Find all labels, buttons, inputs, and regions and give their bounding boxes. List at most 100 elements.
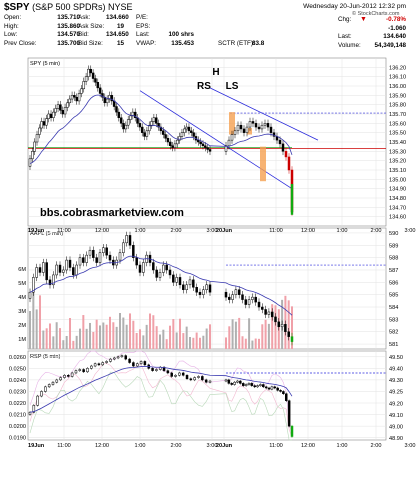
- candle: [63, 375, 66, 378]
- candle: [284, 324, 287, 332]
- volume-bar: [274, 305, 277, 349]
- volume-bar: [45, 328, 48, 349]
- quote-label: High:: [4, 22, 19, 30]
- y-tick-label: 136.00: [389, 84, 406, 90]
- candle: [122, 242, 125, 253]
- x-tick-label: 1:00: [337, 228, 348, 234]
- volume-bar: [109, 316, 111, 349]
- candle: [95, 257, 98, 263]
- candle: [261, 306, 264, 310]
- candle: [247, 383, 251, 385]
- symbol: $SPY: [4, 2, 30, 13]
- volume-bar: [82, 315, 85, 349]
- candle: [253, 385, 256, 388]
- candle: [75, 264, 78, 276]
- candle: [118, 252, 122, 261]
- candle: [274, 316, 277, 323]
- y-tick-label: 586: [389, 280, 398, 286]
- y-tick-label-right: 49.10: [389, 413, 403, 419]
- candle: [188, 279, 192, 286]
- y-tick-label: 135.70: [389, 112, 406, 118]
- y-tick-label: 0.0220: [9, 401, 26, 407]
- y-tick-label: 134.80: [389, 196, 406, 202]
- volume-bar: [258, 338, 260, 349]
- x-tick-label: 2:00: [171, 228, 182, 234]
- right-quote-value: 54,349,148: [374, 41, 406, 49]
- moving-average-line: [29, 255, 293, 316]
- volume-bar: [115, 326, 118, 349]
- candle: [208, 284, 212, 293]
- candle: [224, 145, 228, 152]
- y-tick-label-right: 48.90: [389, 436, 403, 442]
- candle: [93, 363, 97, 367]
- candle: [132, 245, 135, 258]
- y-tick-label: 134.90: [389, 187, 406, 193]
- candle: [262, 384, 265, 388]
- moving-average-line: [29, 94, 293, 164]
- candle: [70, 372, 74, 377]
- candle: [245, 126, 249, 133]
- y-tick-label: 135.50: [389, 131, 406, 137]
- quote-label: P/E:: [136, 14, 148, 21]
- candle: [108, 254, 112, 261]
- y-tick-label: 585: [389, 293, 398, 299]
- volume-bar: [35, 309, 38, 349]
- volume-bar: [241, 336, 244, 349]
- volume-bar: [192, 337, 195, 349]
- candle: [87, 68, 90, 77]
- candle: [155, 369, 158, 371]
- candle: [70, 95, 74, 100]
- volume-bar: [225, 337, 227, 349]
- candle: [59, 377, 62, 381]
- volume-bar: [105, 324, 108, 349]
- candle: [170, 372, 173, 377]
- candle: [45, 262, 48, 281]
- volume-bar: [52, 336, 55, 349]
- candle: [124, 355, 127, 360]
- candle: [40, 121, 43, 129]
- y-tick-label: 136.20: [389, 65, 406, 71]
- candle: [185, 375, 189, 379]
- candle: [85, 254, 88, 263]
- candle: [260, 124, 264, 130]
- y-tick-label: 583: [389, 317, 398, 323]
- candle: [55, 264, 58, 276]
- y-tick-label: 134.60: [389, 215, 406, 221]
- candle: [242, 128, 246, 133]
- candle: [28, 291, 32, 299]
- candle: [199, 141, 202, 145]
- candle: [116, 356, 120, 359]
- volume-bar: [195, 332, 198, 349]
- candle: [272, 132, 276, 137]
- volume-bar: [119, 313, 121, 349]
- candle: [143, 132, 146, 137]
- highlight-box: [260, 146, 266, 182]
- candle: [227, 379, 231, 384]
- candle: [228, 296, 231, 300]
- candle: [140, 126, 144, 133]
- y-tick-label: 135.20: [389, 159, 406, 165]
- candle: [92, 249, 95, 258]
- candle: [82, 81, 86, 90]
- candle: [197, 376, 200, 378]
- volume-bar: [89, 322, 91, 349]
- stockcharts-logo: © StockCharts.com: [352, 11, 400, 17]
- highlight-box: [247, 128, 252, 135]
- candle: [168, 269, 172, 276]
- candle: [80, 88, 83, 94]
- candle: [72, 267, 75, 276]
- volume-bar: [189, 337, 191, 349]
- candle: [74, 370, 78, 374]
- candle: [97, 363, 101, 366]
- candle: [101, 362, 105, 366]
- candle: [152, 117, 156, 122]
- volume-bar: [182, 333, 185, 349]
- candle: [52, 111, 55, 118]
- candle: [135, 363, 139, 367]
- candle: [152, 262, 155, 271]
- candle: [96, 82, 100, 89]
- volume-bar: [251, 340, 254, 349]
- candle: [135, 257, 138, 266]
- volume-tick-label: 4M: [18, 295, 26, 301]
- volume-bar: [169, 325, 171, 349]
